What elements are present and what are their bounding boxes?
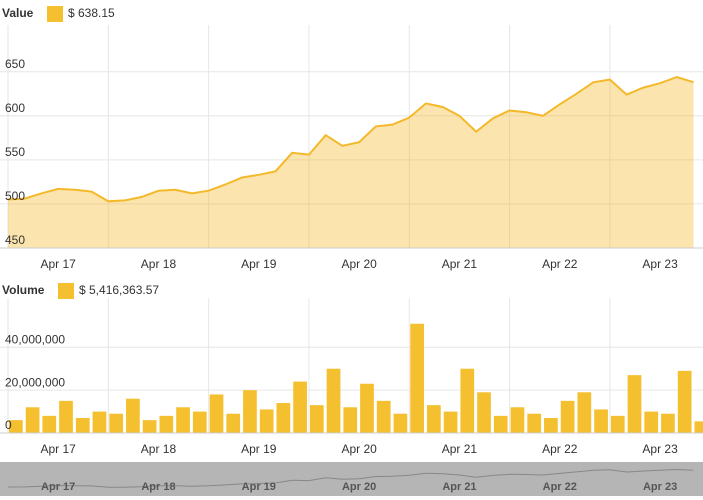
navigator-label: Apr 22 — [543, 481, 577, 493]
volume-bar — [176, 407, 190, 433]
x-tick-label: Apr 20 — [341, 257, 377, 271]
volume-bar — [477, 392, 491, 433]
value-line — [7, 75, 694, 203]
navigator-label: Apr 23 — [643, 481, 677, 493]
area-fill — [8, 77, 694, 248]
volume-bar — [560, 400, 575, 433]
x-tick-label: Apr 22 — [542, 257, 578, 271]
x-tick-label: Apr 23 — [642, 442, 678, 456]
volume-bar — [393, 413, 408, 433]
legend-title: Value — [2, 6, 34, 20]
volume-bar — [209, 394, 224, 433]
y-tick-label: 650 — [5, 57, 25, 71]
volume-bar — [59, 400, 73, 433]
y-tick-label: 500 — [5, 189, 25, 203]
volume-bar — [259, 409, 274, 433]
volume-bar — [376, 400, 391, 433]
x-tick-label: Apr 19 — [241, 442, 277, 456]
volume-bar — [577, 392, 592, 433]
x-tick-label: Apr 23 — [642, 257, 678, 271]
x-tick-label: Apr 19 — [241, 257, 277, 271]
legend-swatch — [47, 6, 63, 22]
volume-bar — [527, 413, 542, 433]
volume-bar — [627, 375, 642, 433]
legend-value: $ 5,416,363.57 — [79, 283, 159, 297]
navigator-label: Apr 21 — [442, 481, 476, 493]
x-tick-label: Apr 21 — [442, 442, 478, 456]
volume-bar — [326, 368, 341, 433]
navigator-line — [7, 468, 694, 488]
volume-bar — [293, 381, 307, 433]
volume-bar — [9, 420, 23, 433]
volume-bar — [644, 411, 659, 433]
volume-bar — [75, 418, 90, 433]
y-tick-label: 550 — [5, 145, 25, 159]
volume-bar — [192, 411, 207, 433]
x-tick-label: Apr 20 — [341, 442, 377, 456]
navigator-label: Apr 19 — [242, 481, 276, 493]
volume-bar — [544, 418, 558, 433]
volume-bar — [594, 409, 608, 433]
navigator-label: Apr 18 — [141, 481, 175, 493]
volume-bar — [126, 398, 140, 433]
volume-bar — [92, 411, 107, 433]
volume-bar — [677, 370, 692, 433]
volume-bar — [510, 407, 525, 433]
volume-bar — [142, 420, 157, 433]
y-tick-label: 40,000,000 — [5, 332, 65, 346]
x-tick-label: Apr 18 — [141, 257, 177, 271]
navigator-label: Apr 20 — [342, 481, 376, 493]
volume-bar — [159, 415, 174, 433]
volume-bar — [226, 413, 241, 433]
legend-title: Volume — [2, 283, 45, 297]
x-tick-label: Apr 21 — [442, 257, 478, 271]
navigator-label: Apr 17 — [41, 481, 75, 493]
volume-bar — [694, 421, 703, 433]
x-tick-label: Apr 22 — [542, 442, 578, 456]
volume-bar — [443, 411, 458, 433]
x-tick-label: Apr 17 — [40, 442, 76, 456]
volume-bar — [427, 405, 441, 433]
legend-value: $ 638.15 — [68, 6, 115, 20]
y-tick-label: 0 — [5, 418, 12, 432]
y-tick-label: 20,000,000 — [5, 375, 65, 389]
x-tick-label: Apr 18 — [141, 442, 177, 456]
volume-bar — [410, 323, 424, 433]
y-tick-label: 600 — [5, 101, 25, 115]
x-tick-label: Apr 17 — [40, 257, 76, 271]
volume-bar — [309, 405, 324, 433]
volume-bar — [276, 403, 291, 433]
volume-bar — [493, 415, 508, 433]
volume-bar — [243, 390, 257, 433]
volume-bar — [42, 415, 57, 433]
volume-bar — [109, 413, 124, 433]
volume-bar — [360, 383, 374, 433]
volume-bar — [343, 407, 358, 433]
volume-bar — [610, 415, 625, 433]
legend-swatch — [58, 283, 74, 299]
volume-bar — [25, 407, 40, 433]
volume-bar — [661, 413, 675, 433]
volume-bar — [460, 368, 475, 433]
y-tick-label: 450 — [5, 233, 25, 247]
